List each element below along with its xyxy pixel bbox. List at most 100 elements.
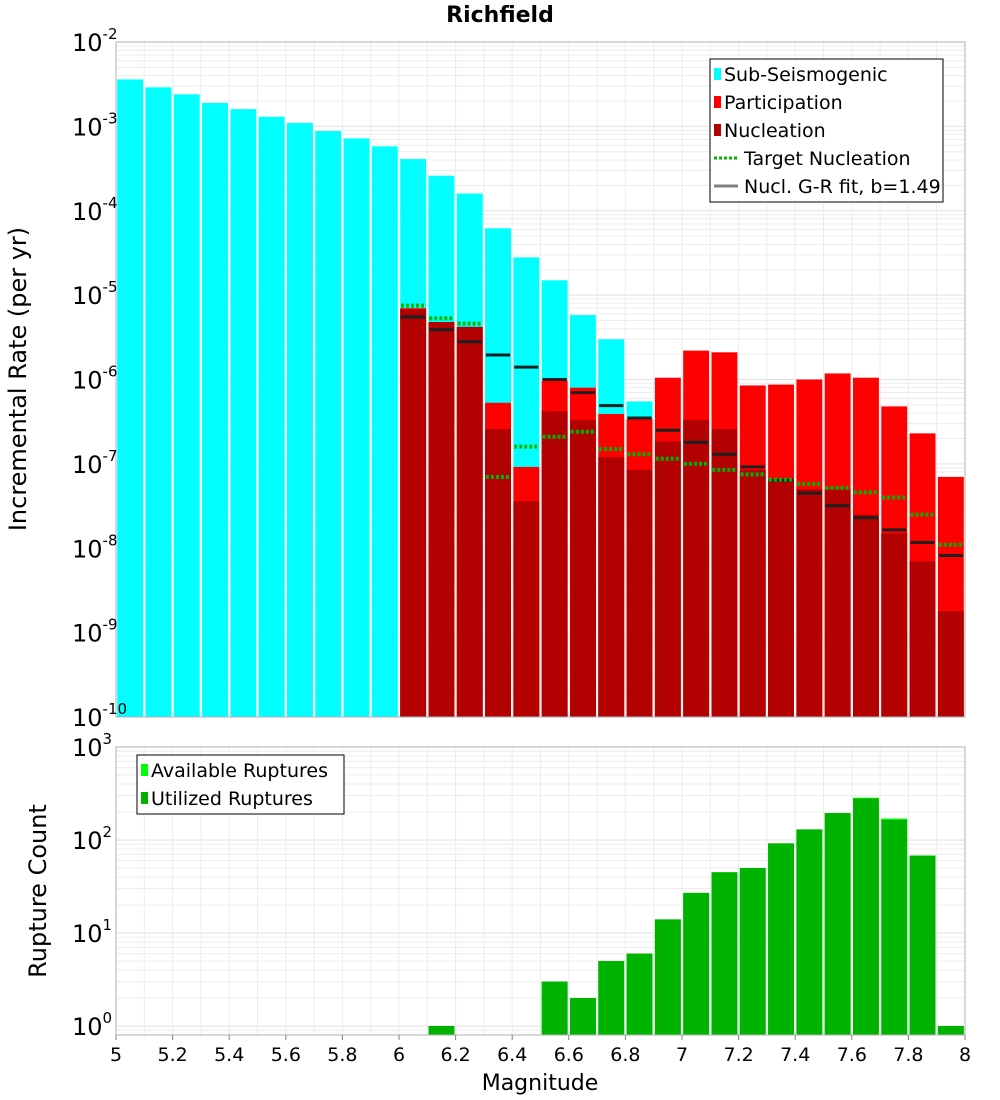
x-tick-label: 5.2: [157, 1044, 187, 1066]
nucleation-bar: [853, 514, 879, 717]
x-tick-label: 6.4: [497, 1044, 527, 1066]
top-legend-label: Target Nucleation: [743, 148, 911, 170]
sub-seismogenic-bar: [117, 79, 144, 718]
bottom-plot-frame: [115, 746, 966, 1036]
utilized-ruptures-bar: [881, 819, 908, 1035]
utilized-ruptures-bar: [570, 997, 596, 1035]
x-tick-label: 6.8: [610, 1044, 640, 1066]
top-lines: [401, 303, 963, 558]
nucleation-bar: [824, 489, 851, 717]
nucleation-bar: [513, 501, 540, 717]
sub-seismogenic-bar: [145, 87, 172, 717]
top-legend-label: Participation: [724, 92, 843, 114]
utilized-ruptures-bar: [853, 798, 879, 1035]
nucleation-bar: [654, 441, 681, 717]
sub-seismogenic-bar: [202, 102, 228, 717]
utilized-ruptures-bar: [711, 872, 738, 1035]
x-tick-labels: 5 5.2 5.4 5.6 5.8 6 6.2 6.4 6.6 6.8 7 7.2 7.4 7.6 7.8 8: [110, 1035, 971, 1066]
x-tick-label: 6.2: [440, 1044, 470, 1066]
top-y-tick-label: 10-9: [72, 616, 118, 648]
top-y-tick-label: 10-8: [72, 531, 118, 563]
top-y-tick-label: 10-6: [72, 363, 118, 395]
utilized-ruptures-bar: [739, 867, 766, 1035]
utilized-ruptures-bar: [909, 855, 936, 1035]
top-y-tick-label: 10-4: [72, 194, 118, 226]
top-y-tick-label: 10-2: [72, 25, 118, 57]
x-tick-label: 5.4: [214, 1044, 244, 1066]
nucleation-bar: [626, 469, 653, 717]
x-tick-label: 8: [959, 1044, 971, 1066]
bottom-y-tick-labels: 103 102 101 100: [72, 730, 112, 1041]
utilized-ruptures-bar: [683, 892, 710, 1035]
nucleation-bar: [541, 411, 568, 717]
x-tick-label: 6.6: [554, 1044, 584, 1066]
sub-seismogenic-bar: [258, 116, 285, 717]
top-legend-swatch: [714, 68, 721, 80]
bottom-y-tick-label: 101: [72, 916, 112, 948]
bottom-y-tick-label: 100: [72, 1009, 112, 1041]
top-y-axis-label: Incremental Rate (per yr): [4, 227, 32, 531]
bottom-y-tick-label: 102: [72, 823, 112, 855]
top-legend: Sub-Seismogenic Participation Nucleation Ta…: [709, 58, 944, 203]
sub-seismogenic-bar: [230, 109, 257, 718]
sub-seismogenic-bar: [371, 146, 398, 718]
utilized-ruptures-bar: [541, 981, 568, 1035]
chart-title: Richfield: [446, 3, 554, 28]
nucleation-bar: [909, 561, 936, 717]
x-tick-label: 5: [110, 1044, 122, 1066]
top-grid: [115, 42, 966, 718]
bottom-legend-swatch: [141, 792, 148, 804]
bottom-legend-swatch: [141, 764, 148, 776]
top-bars: [117, 79, 964, 718]
sub-seismogenic-bar: [315, 131, 342, 718]
sub-seismogenic-bar: [343, 138, 370, 717]
utilized-ruptures-bar: [626, 953, 653, 1035]
utilized-ruptures-bar: [768, 843, 794, 1035]
x-tick-label: 5.6: [271, 1044, 301, 1066]
bottom-legend-box: [136, 754, 345, 815]
top-plot-frame: [115, 41, 966, 718]
bottom-legend: Available Ruptures Utilized Ruptures: [136, 754, 345, 815]
top-y-tick-label: 10-7: [72, 447, 118, 479]
utilized-ruptures-bar: [796, 829, 823, 1035]
top-y-tick-label: 10-10: [72, 700, 127, 732]
top-legend-swatch: [714, 96, 721, 108]
utilized-ruptures-bar: [824, 813, 851, 1035]
x-tick-label: 7.2: [723, 1044, 753, 1066]
utilized-ruptures-bar: [598, 960, 625, 1035]
nucleation-bar: [485, 428, 511, 717]
sub-seismogenic-bar: [173, 94, 200, 717]
nucleation-bar: [796, 489, 823, 717]
top-y-tick-label: 10-3: [72, 109, 118, 141]
x-tick-label: 7.8: [893, 1044, 923, 1066]
bottom-legend-label: Available Ruptures: [151, 760, 328, 782]
top-y-tick-label: 10-5: [72, 278, 118, 310]
bottom-y-tick-label: 103: [72, 730, 112, 762]
nucleation-bar: [937, 611, 964, 717]
nucleation-bar: [683, 420, 710, 717]
nucleation-bar: [711, 428, 738, 717]
utilized-ruptures-bar: [428, 1025, 455, 1035]
top-y-tick-labels: 10-2 10-3 10-4 10-5 10-6 10-7 10-8 10-9 10-10: [72, 25, 127, 732]
top-legend-label: Nucleation: [724, 120, 826, 142]
x-tick-label: 7: [676, 1044, 688, 1066]
nucleation-bar: [456, 326, 483, 717]
top-legend-box: [709, 58, 944, 203]
utilized-ruptures-bar: [654, 919, 681, 1035]
bottom-legend-label: Utilized Ruptures: [151, 788, 313, 810]
nucleation-bar: [768, 479, 794, 717]
top-legend-swatch: [714, 124, 721, 136]
x-tick-label: 6: [393, 1044, 405, 1066]
bottom-bars: [428, 797, 964, 1035]
nucleation-bar: [598, 457, 625, 717]
top-legend-label: Nucl. G-R fit, b=1.49: [744, 176, 941, 198]
top-legend-label: Sub-Seismogenic: [724, 64, 888, 86]
sub-seismogenic-bar: [287, 122, 313, 717]
nucleation-bar: [570, 420, 596, 717]
x-tick-label: 7.4: [780, 1044, 810, 1066]
utilized-ruptures-bar: [937, 1025, 964, 1035]
x-tick-label: 5.8: [327, 1044, 357, 1066]
nucleation-bar: [400, 309, 427, 717]
